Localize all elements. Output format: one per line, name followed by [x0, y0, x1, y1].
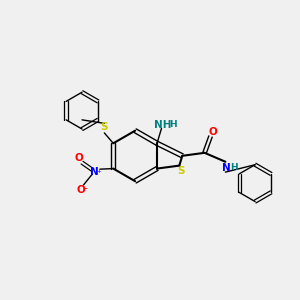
Text: +: +: [97, 169, 101, 174]
Text: O: O: [208, 127, 217, 137]
Text: O: O: [76, 185, 85, 195]
Text: -: -: [84, 184, 88, 194]
Text: H: H: [169, 120, 177, 129]
Text: O: O: [74, 153, 83, 163]
Text: NH: NH: [154, 120, 172, 130]
Text: N: N: [223, 163, 231, 173]
Text: S: S: [100, 122, 107, 132]
Text: S: S: [177, 166, 184, 176]
Text: N: N: [90, 167, 98, 176]
Text: H: H: [230, 163, 238, 172]
